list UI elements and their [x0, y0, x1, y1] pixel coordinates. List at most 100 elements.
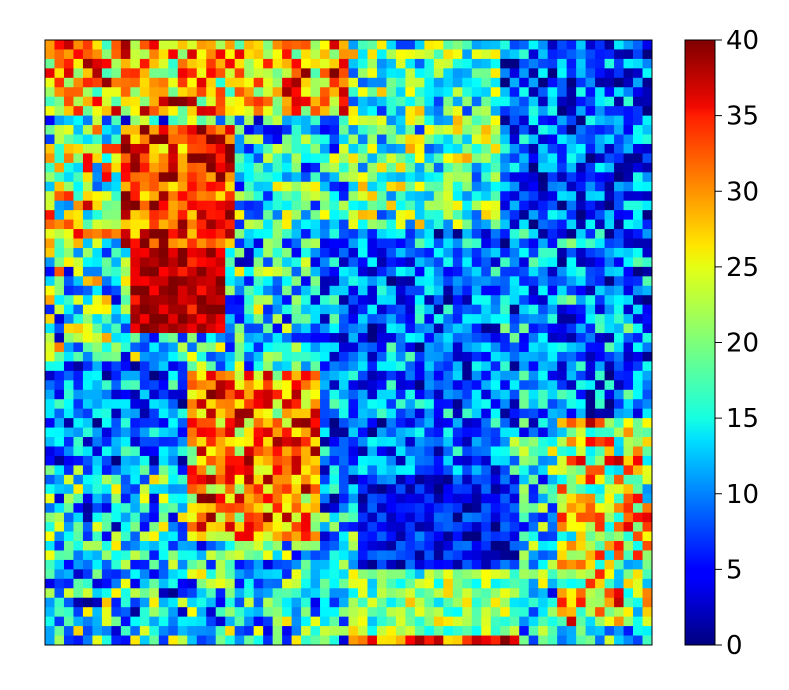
heatmap-cell	[82, 68, 93, 79]
heatmap-cell	[500, 559, 511, 570]
heatmap-cell	[225, 550, 236, 561]
heatmap-cell	[82, 162, 93, 173]
heatmap-cell	[158, 153, 169, 164]
heatmap-cell	[538, 153, 549, 164]
heatmap-cell	[291, 427, 302, 438]
heatmap-cell	[357, 418, 368, 428]
heatmap-cell	[633, 58, 643, 69]
heatmap-cell	[101, 484, 112, 495]
heatmap-cell	[614, 408, 624, 419]
heatmap-cell	[82, 134, 93, 145]
heatmap-cell	[614, 351, 624, 362]
heatmap-cell	[301, 541, 311, 551]
heatmap-cell	[320, 559, 330, 570]
heatmap-cell	[244, 559, 255, 570]
heatmap-cell	[500, 314, 511, 324]
heatmap-cell	[623, 314, 634, 324]
heatmap-cell	[45, 314, 55, 324]
heatmap-cell	[272, 531, 283, 542]
heatmap-cell	[234, 181, 245, 192]
heatmap-cell	[301, 304, 311, 315]
heatmap-cell	[130, 68, 141, 79]
heatmap-cell	[481, 484, 492, 495]
heatmap-cell	[168, 266, 179, 277]
heatmap-cell	[395, 569, 406, 580]
heatmap-cell	[82, 493, 93, 504]
heatmap-cell	[272, 247, 283, 258]
heatmap-cell	[120, 389, 131, 400]
heatmap-cell	[481, 87, 492, 98]
heatmap-cell	[462, 626, 473, 636]
heatmap-cell	[490, 134, 501, 145]
heatmap-cell	[101, 247, 112, 258]
heatmap-cell	[101, 191, 112, 202]
heatmap-cell	[376, 455, 387, 466]
heatmap-cell	[357, 49, 368, 60]
heatmap-cell	[92, 512, 103, 523]
heatmap-cell	[614, 635, 624, 646]
heatmap-cell	[253, 210, 264, 221]
heatmap-cell	[45, 541, 55, 551]
heatmap-cell	[73, 333, 84, 343]
heatmap-cell	[339, 96, 349, 107]
heatmap-cell	[177, 49, 188, 60]
heatmap-cell	[206, 597, 217, 608]
heatmap-cell	[595, 512, 605, 523]
heatmap-cell	[481, 40, 492, 50]
heatmap-cell	[54, 115, 65, 126]
heatmap-cell	[642, 285, 653, 296]
heatmap-cell	[253, 512, 264, 523]
heatmap-cell	[519, 304, 530, 315]
heatmap-cell	[92, 484, 103, 495]
heatmap-cell	[82, 323, 93, 334]
heatmap-cell	[509, 626, 520, 636]
heatmap-cell	[82, 389, 93, 400]
heatmap-cell	[111, 578, 122, 589]
heatmap-cell	[566, 247, 577, 258]
heatmap-cell	[509, 559, 520, 570]
heatmap-cell	[82, 77, 93, 88]
heatmap-cell	[424, 389, 435, 400]
heatmap-cell	[604, 210, 615, 221]
heatmap-cell	[139, 333, 150, 343]
heatmap-cell	[367, 49, 378, 60]
heatmap-cell	[585, 569, 596, 580]
heatmap-cell	[509, 257, 520, 268]
heatmap-cell	[291, 370, 302, 381]
heatmap-cell	[500, 531, 511, 542]
heatmap-cell	[215, 68, 226, 79]
heatmap-cell	[471, 200, 482, 211]
heatmap-cell	[158, 512, 169, 523]
heatmap-cell	[215, 437, 226, 447]
heatmap-cell	[339, 200, 349, 211]
heatmap-cell	[614, 578, 624, 589]
heatmap-cell	[519, 550, 530, 561]
heatmap-cell	[225, 247, 236, 258]
heatmap-cell	[595, 550, 605, 561]
heatmap-cell	[405, 106, 416, 117]
heatmap-cell	[433, 635, 444, 646]
heatmap-cell	[168, 219, 179, 230]
heatmap-cell	[139, 77, 150, 88]
heatmap-cell	[623, 569, 634, 580]
heatmap-cell	[111, 493, 122, 504]
heatmap-cell	[509, 172, 520, 183]
heatmap-cell	[310, 635, 321, 646]
heatmap-cell	[633, 266, 643, 277]
heatmap-cell	[225, 512, 236, 523]
heatmap-cell	[272, 162, 283, 173]
heatmap-cell	[348, 181, 359, 192]
heatmap-cell	[566, 503, 577, 514]
heatmap-cell	[471, 247, 482, 258]
heatmap-cell	[348, 522, 359, 532]
heatmap-cell	[54, 285, 65, 296]
heatmap-cell	[177, 77, 188, 88]
heatmap-cell	[234, 351, 245, 362]
heatmap-cell	[547, 427, 558, 438]
heatmap-cell	[263, 323, 274, 334]
heatmap-cell	[168, 588, 179, 599]
heatmap-cell	[120, 427, 131, 438]
heatmap-cell	[614, 153, 624, 164]
heatmap-cell	[310, 191, 321, 202]
heatmap-cell	[158, 295, 169, 306]
